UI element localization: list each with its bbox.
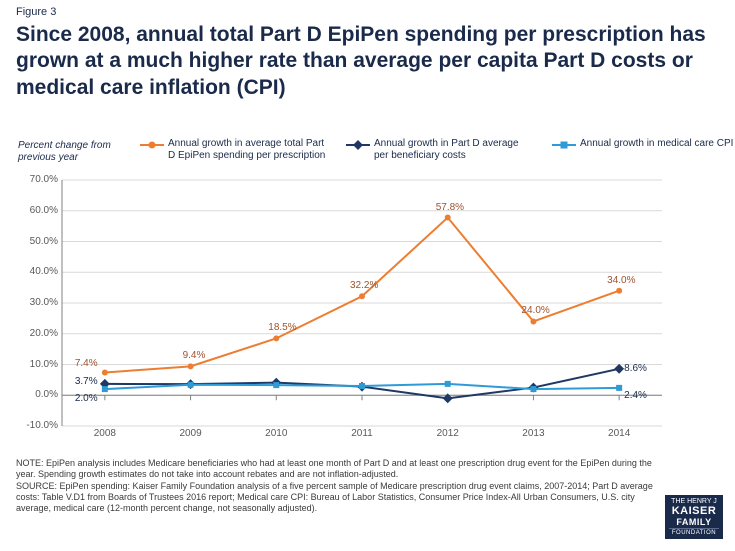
x-tick-label: 2012 [433,428,463,439]
x-tick-label: 2014 [604,428,634,439]
y-tick-label: 70.0% [30,174,58,185]
line-chart [12,170,672,456]
data-label: 24.0% [521,305,549,316]
x-tick-label: 2013 [518,428,548,439]
legend-item-epipen: Annual growth in average total Part D Ep… [140,138,328,162]
x-tick-label: 2009 [176,428,206,439]
y-tick-label: 10.0% [30,359,58,370]
legend-item-partd: Annual growth in Part D average per bene… [346,138,534,162]
legend: Annual growth in average total Part D Ep… [140,138,733,162]
y-tick-label: 20.0% [30,328,58,339]
chart-title: Since 2008, annual total Part D EpiPen s… [16,22,716,101]
data-label: 8.6% [624,363,647,374]
y-tick-label: 60.0% [30,205,58,216]
x-tick-label: 2008 [90,428,120,439]
x-tick-label: 2010 [261,428,291,439]
chart-notes: NOTE: EpiPen analysis includes Medicare … [16,458,656,514]
y-tick-label: 0.0% [35,389,58,400]
y-axis-label: Percent change fromprevious year [18,140,111,164]
data-label: 34.0% [607,275,635,286]
data-label: 3.7% [75,376,98,387]
legend-item-cpi: Annual growth in medical care CPI [552,138,733,162]
data-label: 32.2% [350,280,378,291]
data-label: 57.8% [436,202,464,213]
y-tick-label: 40.0% [30,266,58,277]
data-label: 9.4% [183,350,206,361]
data-label: 7.4% [75,358,98,369]
y-tick-label: 50.0% [30,236,58,247]
data-label: 18.5% [268,322,296,333]
data-label: 2.0% [75,393,98,404]
y-tick-label: 30.0% [30,297,58,308]
figure-label: Figure 3 [16,6,56,18]
kff-logo: THE HENRY J KAISER FAMILY FOUNDATION [665,495,723,539]
data-label: 2.4% [624,390,647,401]
x-tick-label: 2011 [347,428,377,439]
y-tick-label: -10.0% [26,420,58,431]
